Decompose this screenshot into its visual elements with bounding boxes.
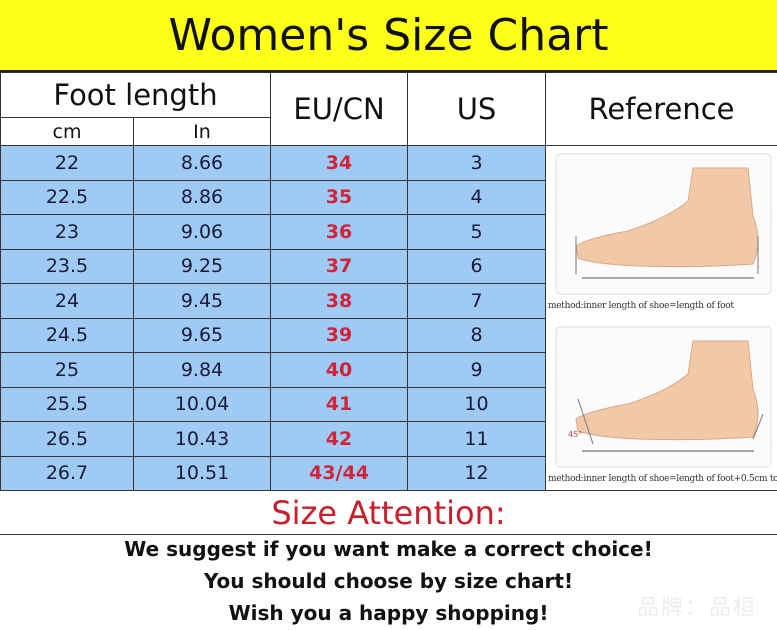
header-us: US [407,72,547,146]
cell-in: 10.43 [132,421,272,457]
cell-us: 9 [407,352,547,388]
cell-us: 4 [407,179,547,215]
cell-us: 8 [407,317,547,353]
cell-us: 10 [407,386,547,422]
size-attention-title: Size Attention: [0,492,777,535]
cell-in: 9.25 [132,248,272,284]
foot-illustration-icon [555,153,772,295]
reference-caption-2: method:inner length of shoe=length of fo… [548,474,777,484]
cell-cm: 25 [0,352,134,388]
table-row: 24 9.45 38 7 [0,283,777,319]
cell-in: 9.45 [132,283,272,319]
table-row: 23 9.06 36 5 [0,214,777,250]
foot-illustration-icon: 45° [555,326,772,468]
attention-line-3: Wish you a happy shopping! [228,601,549,625]
cell-us: 12 [407,455,547,491]
svg-text:45°: 45° [568,430,582,439]
table-row: 22.5 8.86 35 4 [0,179,777,215]
cell-in: 9.06 [132,214,272,250]
cell-cm: 26.7 [0,455,134,491]
cell-eu: 36 [270,214,409,250]
reference-caption-1: method:inner length of shoe=length of fo… [548,301,734,311]
title-banner: Women's Size Chart [0,0,777,72]
attention-line-2: You should choose by size chart! [203,569,574,593]
page-title: Women's Size Chart [168,10,609,61]
header-in: In [132,117,272,146]
cell-eu: 41 [270,386,409,422]
header-foot-length: Foot length [0,72,272,118]
cell-eu: 39 [270,317,409,353]
cell-cm: 22.5 [0,179,134,215]
header-eu-cn: EU/CN [270,72,409,146]
cell-eu: 35 [270,179,409,215]
cell-us: 3 [407,145,547,181]
watermark: 品牌：品桓 [636,596,757,621]
size-table: Foot length EU/CN US Reference cm In 22 … [0,72,777,491]
reference-cell: method:inner length of shoe=length of fo… [545,145,777,491]
cell-us: 6 [407,248,547,284]
table-row: 26.5 10.43 42 11 [0,421,777,457]
cell-in: 10.04 [132,386,272,422]
cell-eu: 34 [270,145,409,181]
table-row: 26.7 10.51 43/44 12 [0,455,777,491]
cell-in: 8.66 [132,145,272,181]
cell-eu: 43/44 [270,455,409,491]
cell-cm: 23.5 [0,248,134,284]
table-row: 22 8.66 34 3 method:inner length of shoe… [0,145,777,491]
cell-in: 8.86 [132,179,272,215]
header-cm: cm [0,117,134,146]
header-reference: Reference [545,72,777,146]
cell-eu: 37 [270,248,409,284]
cell-cm: 26.5 [0,421,134,457]
table-row: 23.5 9.25 37 6 [0,248,777,284]
cell-in: 9.65 [132,317,272,353]
cell-cm: 22 [0,145,134,181]
table-row: 25.5 10.04 41 10 [0,386,777,422]
cell-in: 10.51 [132,455,272,491]
cell-us: 7 [407,283,547,319]
cell-us: 11 [407,421,547,457]
attention-line-1: We suggest if you want make a correct ch… [124,537,653,561]
cell-us: 5 [407,214,547,250]
cell-in: 9.84 [132,352,272,388]
cell-eu: 42 [270,421,409,457]
cell-cm: 25.5 [0,386,134,422]
cell-cm: 24 [0,283,134,319]
cell-cm: 23 [0,214,134,250]
cell-cm: 24.5 [0,317,134,353]
cell-eu: 40 [270,352,409,388]
cell-eu: 38 [270,283,409,319]
